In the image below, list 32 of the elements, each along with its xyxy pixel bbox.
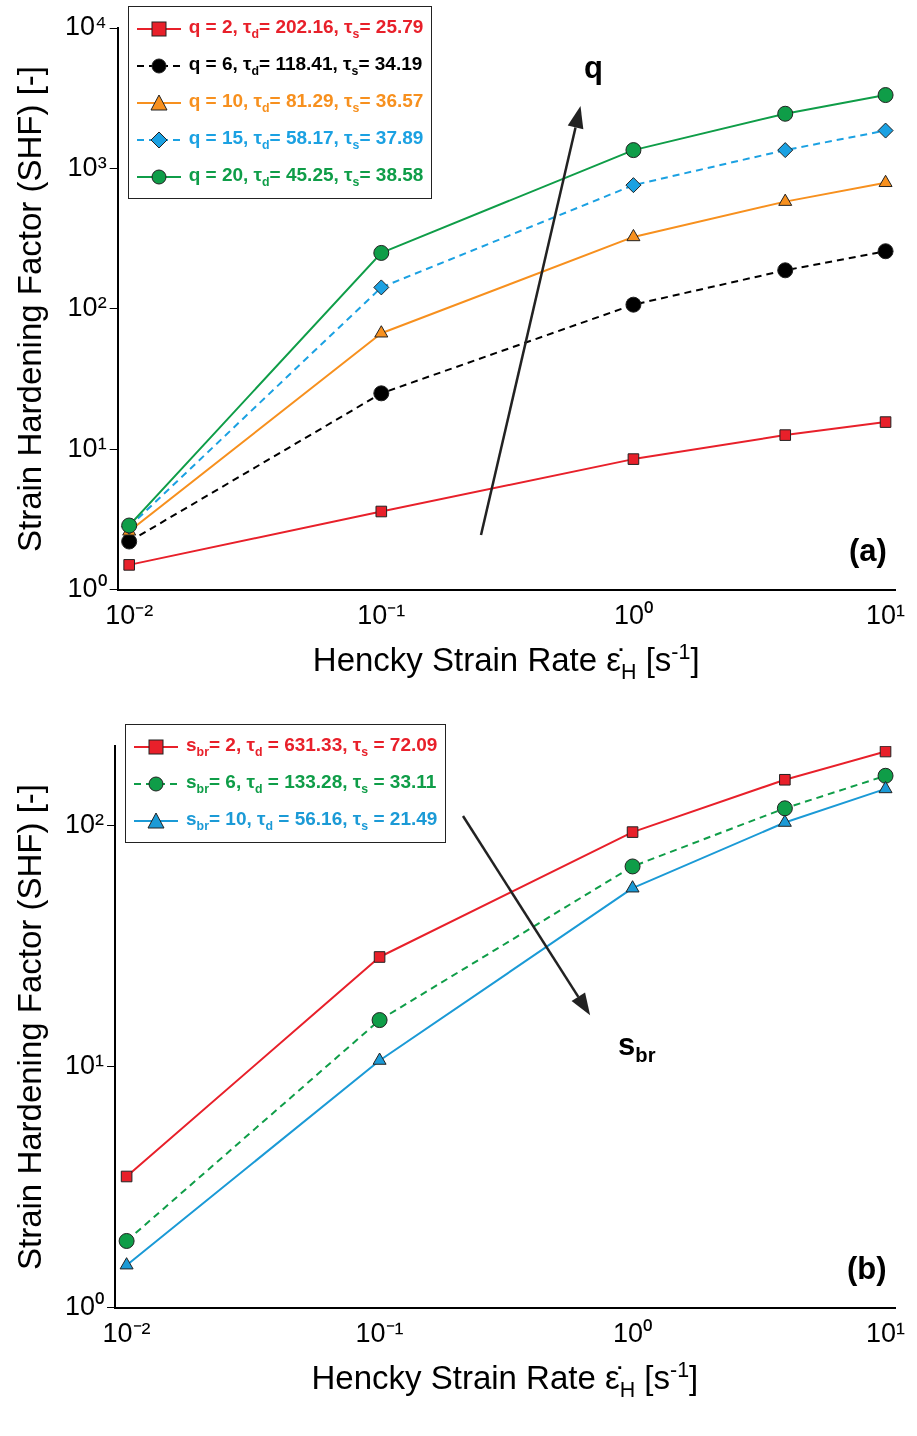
legend-label: s$_{br}$= 2, τ$_{d}$ = 631.33, τ$_{s}$ = 72.09 <box>186 734 438 759</box>
x-tick-label: 10⁰ <box>613 600 653 631</box>
x-tick-label: 10⁻² <box>102 1318 151 1349</box>
legend-label: q = 2, τ$_{d}$= 202.16, τ$_{s}$= 25.79 <box>188 16 424 41</box>
annotation: (a) <box>849 533 887 570</box>
annotation: (b) <box>847 1251 887 1288</box>
x-tick-label: 10⁻² <box>105 600 154 631</box>
y-tick-label: 10⁰ <box>67 573 107 604</box>
y-tick-label: 10¹ <box>67 432 107 463</box>
x-tick-label: 10¹ <box>866 600 906 631</box>
y-tick-label: 10² <box>67 292 107 323</box>
legend-label: q = 6, τ$_{d}$= 118.41, τ$_{s}$= 34.19 <box>188 53 423 78</box>
x-tick-label: 10⁻¹ <box>355 1318 404 1349</box>
x-axis-title: Hencky Strain Rate ε̇$_{H}$ [s$^{-1}$] <box>311 1357 699 1403</box>
y-axis-title: Strain Hardening Factor (SHF) [-] <box>10 65 49 552</box>
x-tick-label: 10⁻¹ <box>357 600 406 631</box>
y-tick-label: 10¹ <box>65 1050 105 1081</box>
legend-label: s$_{br}$= 10, τ$_{d}$ = 56.16, τ$_{s}$ = 21.49 <box>186 808 438 833</box>
annotation: s$_{br}$ <box>618 1026 656 1067</box>
y-axis-title: Strain Hardening Factor (SHF) [-] <box>10 783 49 1270</box>
y-tick-label: 10⁴ <box>64 11 107 42</box>
annotation: q <box>584 50 603 87</box>
legend-label: q = 20, τ$_{d}$= 45.25, τ$_{s}$= 38.58 <box>188 164 424 189</box>
x-tick-label: 10¹ <box>866 1318 906 1349</box>
legend-label: q = 15, τ$_{d}$= 58.17, τ$_{s}$= 37.89 <box>188 127 424 152</box>
y-tick-label: 10³ <box>67 151 107 182</box>
y-tick-label: 10⁰ <box>64 1291 105 1322</box>
legend-label: s$_{br}$= 6, τ$_{d}$ = 133.28, τ$_{s}$ = 33.11 <box>186 771 437 796</box>
x-tick-label: 10⁰ <box>613 1318 653 1349</box>
legend-label: q = 10, τ$_{d}$= 81.29, τ$_{s}$= 36.57 <box>188 90 424 115</box>
x-axis-title: Hencky Strain Rate ε̇$_{H}$ [s$^{-1}$] <box>312 639 700 685</box>
y-tick-label: 10² <box>65 809 105 840</box>
